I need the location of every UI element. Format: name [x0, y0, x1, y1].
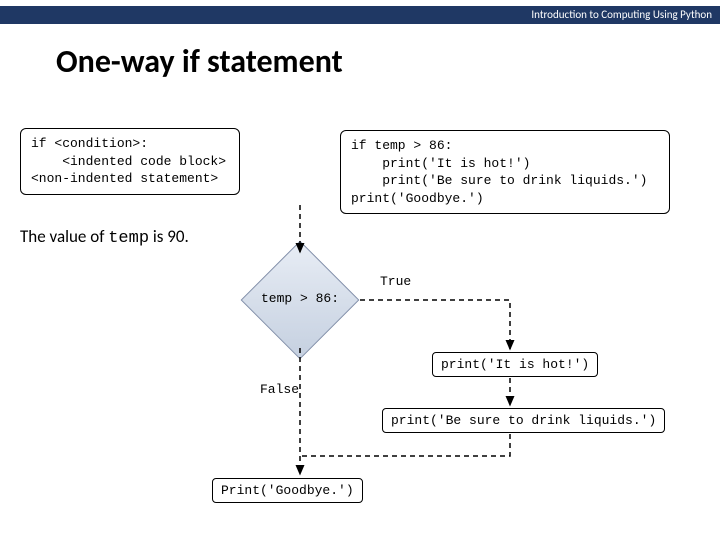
flow-arrows: [0, 0, 720, 540]
